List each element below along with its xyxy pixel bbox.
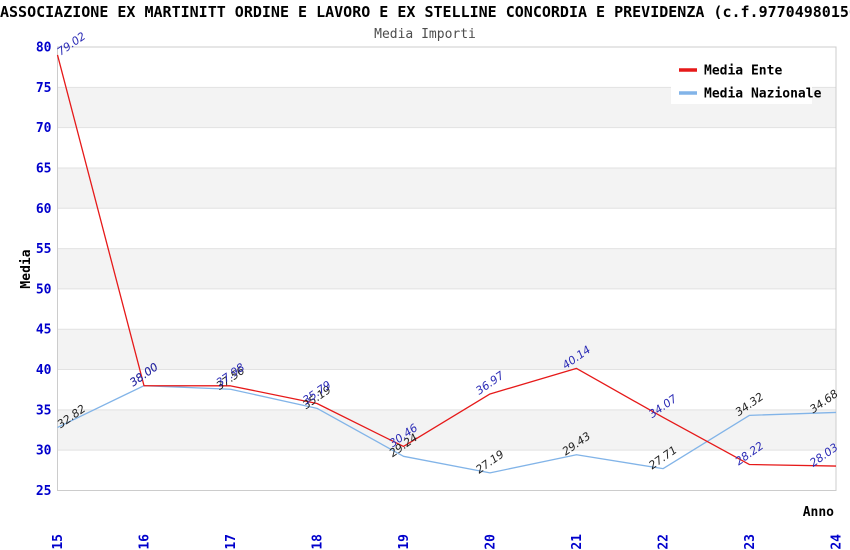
point-label: 27.19 xyxy=(473,448,506,477)
legend-label: Media Nazionale xyxy=(704,87,822,102)
x-tick-label: 2020 xyxy=(484,534,499,550)
y-tick-label: 40 xyxy=(36,363,52,378)
x-tick-label: 2021 xyxy=(570,534,585,550)
series-line-media-ente xyxy=(56,54,837,467)
y-axis-tick-labels: 25 30 35 40 45 50 55 60 65 70 75 80 xyxy=(36,41,52,500)
y-tick-label: 50 xyxy=(36,282,52,297)
y-tick-label: 80 xyxy=(36,41,52,56)
y-tick-label: 65 xyxy=(36,161,52,176)
y-tick-label: 25 xyxy=(36,484,52,499)
x-axis-title: Anno xyxy=(803,505,834,520)
x-tick-label: 2019 xyxy=(397,534,412,550)
plot-band xyxy=(57,248,836,289)
plot-band xyxy=(57,329,836,370)
y-axis-title: Media xyxy=(19,249,34,288)
x-axis-tick-labels: 2015 2016 2017 2018 2019 2020 2021 2022 2023 2024 xyxy=(51,534,845,550)
x-tick-label: 2016 xyxy=(138,534,153,550)
plot-band xyxy=(57,409,836,451)
legend: Media Ente Media Nazionale xyxy=(671,57,822,104)
series-lines xyxy=(56,54,837,474)
point-label: 79.02 xyxy=(55,30,88,59)
y-tick-label: 70 xyxy=(36,121,52,136)
series-line-media-nazionale xyxy=(57,385,837,474)
plot-band xyxy=(57,167,836,209)
x-tick-label: 2023 xyxy=(743,534,758,550)
chart-title: ASSOCIAZIONE EX MARTINITT ORDINE E LAVOR… xyxy=(0,3,850,21)
point-label: 36.97 xyxy=(473,369,506,398)
y-tick-label: 55 xyxy=(36,242,52,257)
y-tick-label: 75 xyxy=(36,81,52,96)
y-tick-label: 30 xyxy=(36,444,52,459)
legend-label: Media Ente xyxy=(704,64,782,79)
x-tick-label: 2018 xyxy=(311,534,326,550)
x-tick-label: 2015 xyxy=(51,534,66,550)
x-tick-label: 2024 xyxy=(830,534,845,550)
plot-border xyxy=(57,46,837,491)
y-tick-label: 45 xyxy=(36,323,52,338)
y-tick-label: 35 xyxy=(36,403,52,418)
plot-bands xyxy=(57,87,836,451)
x-tick-label: 2017 xyxy=(224,534,239,550)
chart-subtitle: Media Importi xyxy=(374,27,476,42)
legend-background xyxy=(671,57,812,104)
y-tick-label: 60 xyxy=(36,202,52,217)
x-tick-label: 2022 xyxy=(657,534,672,550)
